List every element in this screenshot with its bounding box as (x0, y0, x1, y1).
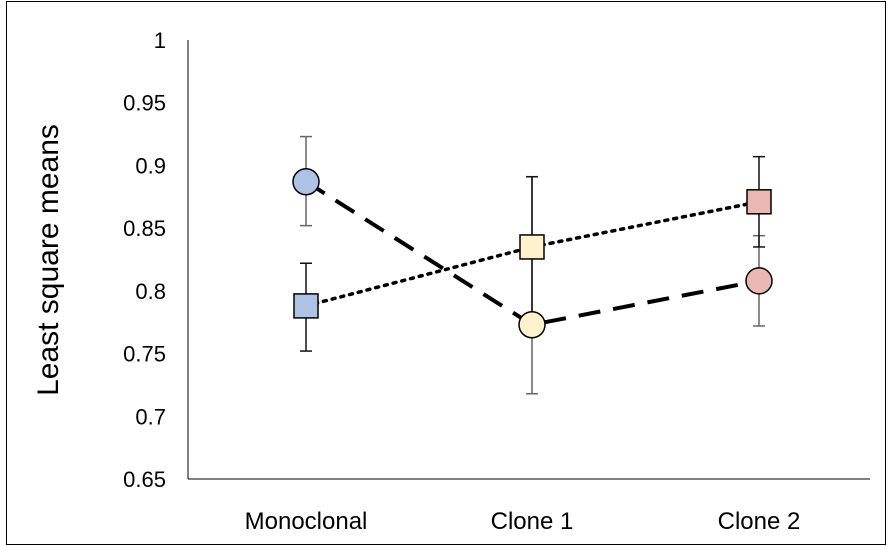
x-tick-label: Monoclonal (245, 508, 368, 535)
x-tick-label: Clone 1 (491, 508, 574, 535)
y-tick-label: 0.95 (123, 91, 166, 116)
y-tick-label: 1 (154, 28, 166, 53)
y-tick-label: 0.7 (135, 404, 166, 429)
square-marker (519, 234, 545, 260)
data-markers (292, 167, 773, 339)
circle-marker (292, 167, 320, 196)
x-tick-labels: Monoclonal Clone 1 Clone 2 (245, 508, 801, 535)
circle-marker (745, 267, 773, 295)
square-marker (746, 189, 772, 215)
circle-marker (518, 310, 546, 339)
chart-frame (6, 1, 886, 545)
y-axis-title: Least square means (32, 124, 65, 396)
y-tick-label: 0.8 (135, 279, 166, 304)
y-tick-labels: 0.65 0.7 0.75 0.8 0.85 0.9 0.95 1 (123, 28, 166, 492)
y-tick-label: 0.85 (123, 216, 166, 241)
x-tick-label: Clone 2 (718, 508, 801, 535)
error-bars (300, 135, 765, 395)
series-line-1 (304, 180, 760, 327)
y-tick-label: 0.65 (123, 467, 166, 492)
square-marker (293, 293, 319, 319)
y-tick-label: 0.75 (123, 342, 166, 367)
y-tick-label: 0.9 (135, 153, 166, 178)
